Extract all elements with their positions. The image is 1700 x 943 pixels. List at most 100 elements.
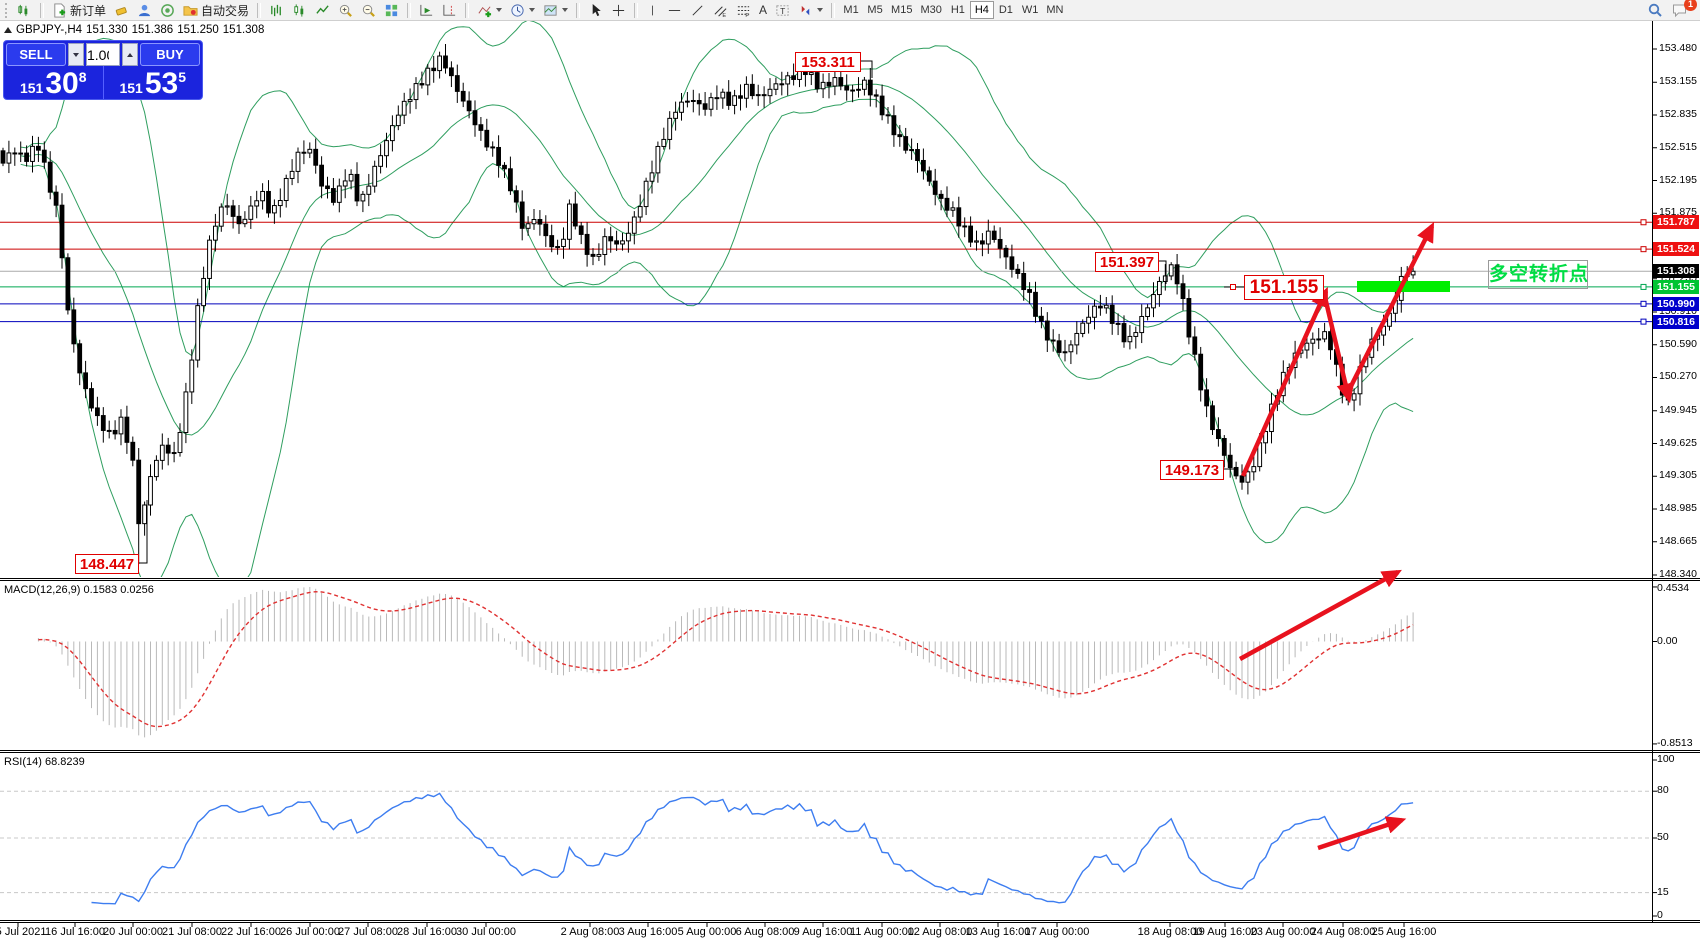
x-axis-label: 2 Aug 08:00 bbox=[560, 926, 620, 938]
macd-histogram bbox=[37, 586, 1414, 738]
x-axis-label: 22 Jul 16:00 bbox=[221, 926, 281, 938]
template-icon bbox=[544, 4, 557, 16]
timeframe-m15[interactable]: M15 bbox=[887, 1, 916, 19]
macd-tick-label: 0.00 bbox=[1657, 635, 1678, 647]
price-callout[interactable]: 149.173 bbox=[1160, 460, 1224, 480]
rsi-tick-label: 80 bbox=[1657, 784, 1669, 796]
macd-signal-value: 0.0256 bbox=[120, 584, 154, 596]
x-axis-label: 26 Jul 00:00 bbox=[280, 926, 340, 938]
price-tick-label: 153.480 bbox=[1659, 42, 1697, 54]
search-button[interactable] bbox=[1643, 1, 1667, 19]
templates-button[interactable] bbox=[539, 1, 572, 19]
level-price-label: 150.990 bbox=[1653, 297, 1699, 311]
x-axis-label: 30 Jul 00:00 bbox=[456, 926, 516, 938]
fibonacci-tool[interactable]: F bbox=[732, 1, 755, 19]
timeframe-h1[interactable]: H1 bbox=[946, 1, 970, 19]
bar-close: 151.308 bbox=[222, 24, 265, 36]
price-callout[interactable]: 148.447 bbox=[75, 554, 139, 574]
horizontal-line-tool[interactable] bbox=[663, 1, 686, 19]
crosshair-tool-button[interactable] bbox=[607, 1, 630, 19]
volume-input[interactable] bbox=[86, 43, 120, 66]
rsi-tick-label: 100 bbox=[1657, 753, 1675, 765]
level-lines[interactable] bbox=[0, 219, 1652, 325]
price-callout[interactable]: 151.155 bbox=[1244, 275, 1324, 300]
zoom-out-button[interactable] bbox=[357, 1, 380, 19]
x-axis-label: 11 Aug 00:00 bbox=[849, 926, 915, 938]
notifications-button[interactable]: 1 bbox=[1667, 0, 1697, 19]
timeframe-mn[interactable]: MN bbox=[1042, 1, 1067, 19]
trendline-tool[interactable] bbox=[686, 1, 709, 19]
eraser-button[interactable] bbox=[110, 1, 133, 19]
channel-tool[interactable]: E bbox=[709, 1, 732, 19]
price-tick-label: 149.625 bbox=[1659, 437, 1697, 449]
sell-price-main: 30 bbox=[45, 67, 79, 100]
toolbar-grip[interactable] bbox=[5, 2, 10, 18]
timeframe-d1[interactable]: D1 bbox=[994, 1, 1018, 19]
expert-advisor-icon bbox=[138, 4, 151, 16]
text-label-tool[interactable]: T bbox=[771, 1, 794, 19]
timeframe-m1[interactable]: M1 bbox=[839, 1, 863, 19]
tile-windows-button[interactable] bbox=[380, 1, 403, 19]
volume-decrease-button[interactable] bbox=[68, 43, 84, 66]
chevron-down-icon bbox=[529, 8, 536, 12]
zoom-in-button[interactable] bbox=[334, 1, 357, 19]
rsi-line bbox=[91, 792, 1414, 905]
auto-scroll-button[interactable] bbox=[415, 1, 438, 19]
level-price-label: 151.524 bbox=[1653, 242, 1699, 256]
macd-name: MACD(12,26,9) bbox=[4, 584, 81, 596]
rsi-label: RSI(14) 68.8239 bbox=[4, 756, 85, 768]
toolbar-separator bbox=[634, 2, 639, 18]
x-axis-label: 21 Jul 08:00 bbox=[162, 926, 222, 938]
auto-scroll-icon bbox=[420, 4, 433, 16]
chart-icon[interactable] bbox=[13, 1, 36, 19]
timeframe-m30[interactable]: M30 bbox=[916, 1, 945, 19]
chart-shift-icon bbox=[443, 4, 456, 16]
buy-price-pip: 5 bbox=[178, 69, 187, 85]
autotrade-button[interactable]: 自动交易 bbox=[179, 1, 253, 19]
bar-chart-button[interactable] bbox=[265, 1, 288, 19]
price-callout[interactable]: 153.311 bbox=[795, 52, 861, 72]
timeframe-m5[interactable]: M5 bbox=[863, 1, 887, 19]
buy-price[interactable]: 151 53 5 bbox=[104, 66, 203, 99]
timeframe-w1[interactable]: W1 bbox=[1018, 1, 1043, 19]
toolbar-separator bbox=[831, 2, 836, 18]
sound-alerts-button[interactable] bbox=[156, 1, 179, 19]
price-callout[interactable]: 151.397 bbox=[1095, 252, 1159, 272]
symbol-marker-icon bbox=[4, 27, 12, 33]
trend-arrows[interactable] bbox=[1238, 221, 1435, 851]
note-box[interactable]: 多空转折点 bbox=[1488, 260, 1588, 289]
price-tick-label: 149.945 bbox=[1659, 404, 1697, 416]
callout-connectors bbox=[137, 60, 1244, 564]
price-tick-label: 152.515 bbox=[1659, 141, 1697, 153]
trend-arrow bbox=[1317, 816, 1407, 851]
sell-button[interactable]: SELL bbox=[6, 43, 66, 66]
sell-price[interactable]: 151 30 8 bbox=[4, 66, 104, 99]
indicators-button[interactable] bbox=[473, 1, 506, 19]
chevron-down-icon bbox=[73, 52, 79, 57]
rsi-pane bbox=[0, 790, 1652, 905]
volume-increase-button[interactable] bbox=[122, 43, 138, 66]
macd-tick-label: 0.4534 bbox=[1657, 582, 1690, 594]
toolbar-separator bbox=[40, 2, 44, 18]
buy-button[interactable]: BUY bbox=[140, 43, 200, 66]
x-axis-label: 19 Aug 16:00 bbox=[1192, 926, 1258, 938]
vertical-line-tool[interactable] bbox=[642, 1, 663, 19]
cursor-tool-button[interactable] bbox=[584, 1, 607, 19]
current-price-label: 151.308 bbox=[1653, 264, 1699, 278]
expert-advisors-button[interactable] bbox=[133, 1, 156, 19]
symbol-info: GBPJPY-,H4 151.330 151.386 151.250 151.3… bbox=[4, 24, 264, 36]
arrows-tool[interactable] bbox=[794, 1, 827, 19]
toolbar-separator bbox=[576, 2, 581, 18]
line-chart-icon bbox=[316, 4, 329, 14]
chart-shift-button[interactable] bbox=[438, 1, 461, 19]
periods-button[interactable] bbox=[506, 1, 539, 19]
new-order-label: 新订单 bbox=[70, 3, 107, 18]
new-order-button[interactable]: 新订单 bbox=[48, 1, 110, 19]
trend-arrow bbox=[1238, 569, 1402, 661]
candlestick-chart-button[interactable] bbox=[288, 1, 311, 19]
line-chart-button[interactable] bbox=[311, 1, 334, 19]
macd-pane bbox=[37, 586, 1414, 738]
text-tool[interactable]: A bbox=[755, 1, 771, 19]
timeframe-h4[interactable]: H4 bbox=[969, 1, 994, 19]
